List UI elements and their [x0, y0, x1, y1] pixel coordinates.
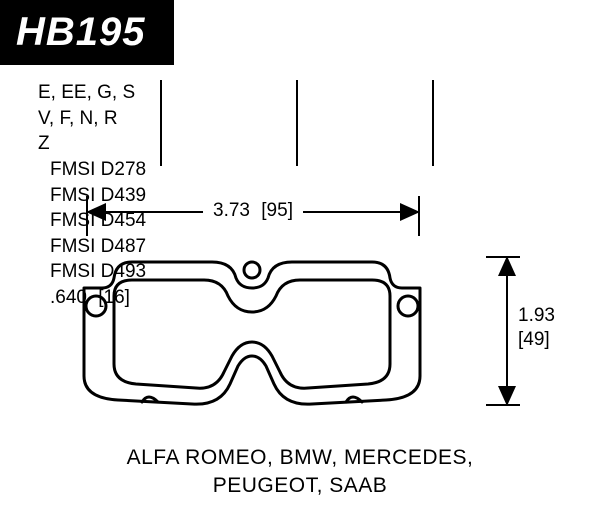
vehicle-applications: ALFA ROMEO, BMW, MERCEDES, PEUGEOT, SAAB — [0, 444, 600, 501]
mounting-hole — [398, 296, 418, 316]
width-inches: 3.73 — [213, 200, 250, 221]
height-mm: [49] — [518, 328, 578, 352]
height-label: 1.93 [49] — [518, 304, 578, 352]
arrow-up-icon — [498, 256, 516, 276]
arrow-right-icon — [400, 203, 420, 221]
dimension-line — [506, 256, 508, 406]
compounds-line: E, EE, G, S — [38, 80, 163, 106]
width-label: 3.73 [95] — [203, 200, 303, 222]
compounds-line: V, F, N, R — [38, 106, 163, 132]
arrow-left-icon — [86, 203, 106, 221]
height-inches: 1.93 — [518, 304, 578, 328]
part-number-badge: HB195 — [0, 0, 174, 65]
vehicles-line: PEUGEOT, SAAB — [0, 472, 600, 500]
height-dimension: 1.93 [49] — [496, 256, 556, 406]
width-dimension: 3.73 [95] — [86, 200, 420, 236]
friction-pad-outline — [114, 280, 390, 388]
compounds-line: Z — [38, 131, 163, 157]
column-divider — [296, 80, 298, 166]
width-mm: [95] — [261, 200, 293, 221]
brake-pad-drawing — [72, 248, 432, 418]
part-number: HB195 — [16, 10, 146, 54]
column-divider — [160, 80, 162, 166]
column-divider — [432, 80, 434, 166]
mounting-hole — [86, 296, 106, 316]
arrow-down-icon — [498, 386, 516, 406]
vehicles-line: ALFA ROMEO, BMW, MERCEDES, — [0, 444, 600, 472]
locator-hole — [244, 262, 260, 278]
compounds-column: E, EE, G, S V, F, N, R Z — [38, 80, 163, 157]
fmsi-code: FMSI D278 — [50, 157, 173, 183]
spec-sheet: HB195 E, EE, G, S V, F, N, R Z FMSI D278… — [0, 0, 600, 518]
